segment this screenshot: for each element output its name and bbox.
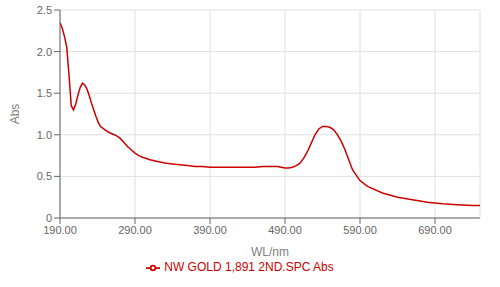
- svg-text:1.0: 1.0: [37, 129, 52, 141]
- svg-text:2.0: 2.0: [37, 46, 52, 58]
- svg-text:590.00: 590.00: [343, 224, 377, 236]
- svg-text:390.00: 390.00: [193, 224, 227, 236]
- svg-text:490.00: 490.00: [268, 224, 302, 236]
- svg-text:2.5: 2.5: [37, 4, 52, 16]
- html-text:NW GOLD 1,891 2ND.SPC Abs: NW GOLD 1,891 2ND.SPC Abs: [164, 260, 334, 274]
- svg-text:190.00: 190.00: [43, 224, 77, 236]
- svg-text:Abs: Abs: [8, 104, 22, 125]
- svg-text:WL/nm: WL/nm: [251, 245, 289, 259]
- svg-text:1.5: 1.5: [37, 87, 52, 99]
- svg-text:0.5: 0.5: [37, 170, 52, 182]
- svg-text:290.00: 290.00: [118, 224, 152, 236]
- svg-text:0: 0: [46, 212, 52, 224]
- svg-text:690.00: 690.00: [418, 224, 452, 236]
